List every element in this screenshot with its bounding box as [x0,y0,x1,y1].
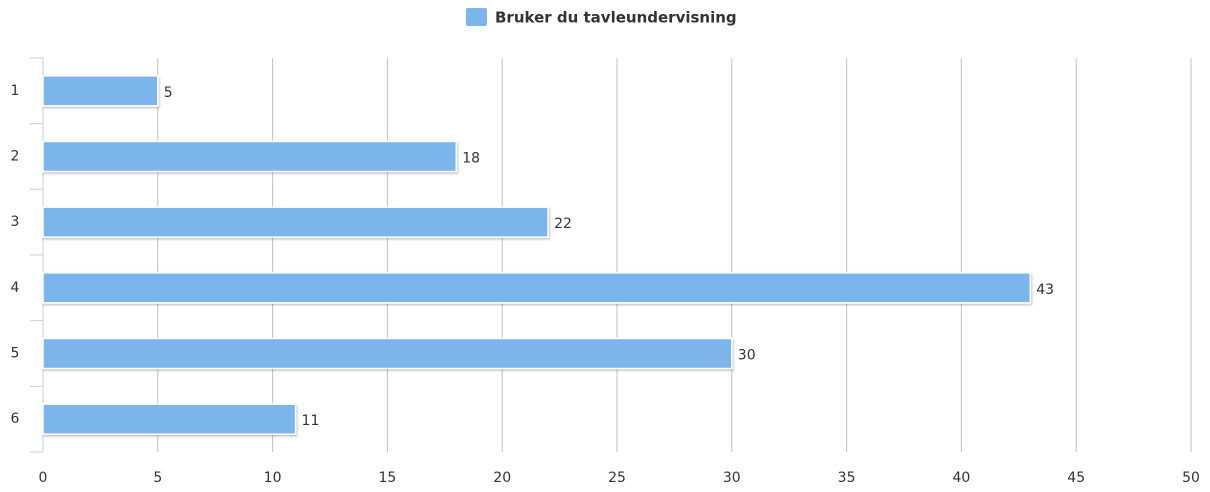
x-tick-label: 0 [39,470,48,486]
data-label: 18 [462,151,480,167]
bar [42,272,1032,304]
data-label: 5 [164,85,173,101]
x-tick-label: 5 [153,470,162,486]
bar [42,403,297,435]
y-tick-label: 6 [11,411,20,427]
bar [42,140,458,173]
data-label: 30 [738,348,756,364]
y-tick-label: 1 [11,83,20,99]
data-label: 11 [302,413,320,429]
x-tick-label: 30 [723,470,741,486]
y-tick-label: 2 [11,149,20,165]
x-tick-label: 25 [608,470,626,486]
legend-swatch [466,8,487,26]
x-tick-label: 45 [1067,470,1085,486]
bar [42,206,549,238]
bar [42,337,733,370]
x-tick-label: 10 [264,470,282,486]
x-tick-label: 40 [952,470,970,486]
x-tick-label: 50 [1182,470,1200,486]
y-tick-label: 4 [11,280,20,296]
x-tick-label: 20 [493,470,511,486]
data-label: 22 [554,216,572,232]
bar [42,75,159,107]
y-tick-label: 5 [11,346,20,362]
data-label: 43 [1036,282,1054,298]
x-tick-label: 15 [378,470,396,486]
y-tick-label: 3 [11,214,20,230]
x-tick-label: 35 [838,470,856,486]
legend-text: Bruker du tavleundervisning [495,9,737,27]
